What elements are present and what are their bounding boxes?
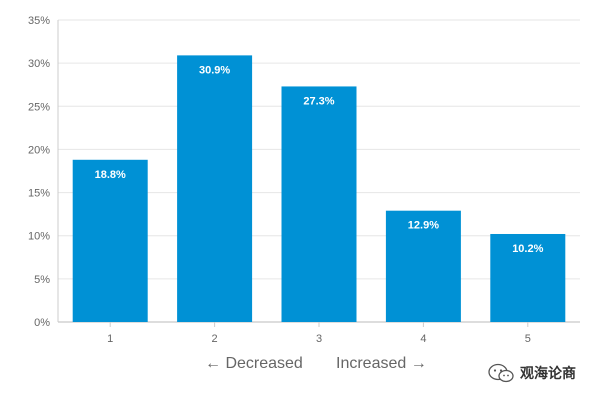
y-tick-label: 35%: [28, 15, 50, 27]
y-tick-label: 25%: [28, 101, 50, 113]
x-tick-label: 5: [525, 333, 531, 345]
bars: 18.8% 30.9% 27.3% 12.9% 10.2%: [72, 55, 566, 323]
y-tick-label: 15%: [28, 188, 50, 200]
x-tick-label: 2: [212, 333, 218, 345]
watermark: 观海论商: [488, 362, 576, 384]
decreased-label: ← Decreased: [205, 355, 303, 372]
data-label: 10.2%: [512, 243, 543, 255]
y-tick-label: 5%: [34, 274, 50, 286]
watermark-text: 观海论商: [520, 366, 576, 382]
data-label: 30.9%: [199, 64, 230, 76]
wechat-icon: [488, 363, 514, 383]
x-tick-label: 1: [107, 333, 113, 345]
x-axis: 1 2 3 4 5: [107, 322, 531, 345]
data-label: 12.9%: [408, 220, 439, 232]
increased-label: Increased →: [336, 355, 427, 372]
bar: [281, 86, 357, 322]
data-label: 18.8%: [95, 169, 126, 181]
x-tick-label: 3: [316, 333, 322, 345]
x-tick-label: 4: [420, 333, 426, 345]
y-tick-label: 20%: [28, 144, 50, 156]
bar: [72, 159, 148, 322]
bar: [177, 55, 253, 323]
y-tick-label: 30%: [28, 58, 50, 70]
data-label: 27.3%: [303, 95, 334, 107]
y-tick-label: 10%: [28, 231, 50, 243]
bar: [385, 210, 461, 322]
bar: [490, 233, 566, 322]
y-axis: 0% 5% 10% 15% 20% 25% 30% 35%: [28, 15, 59, 329]
y-tick-label: 0%: [34, 317, 50, 329]
